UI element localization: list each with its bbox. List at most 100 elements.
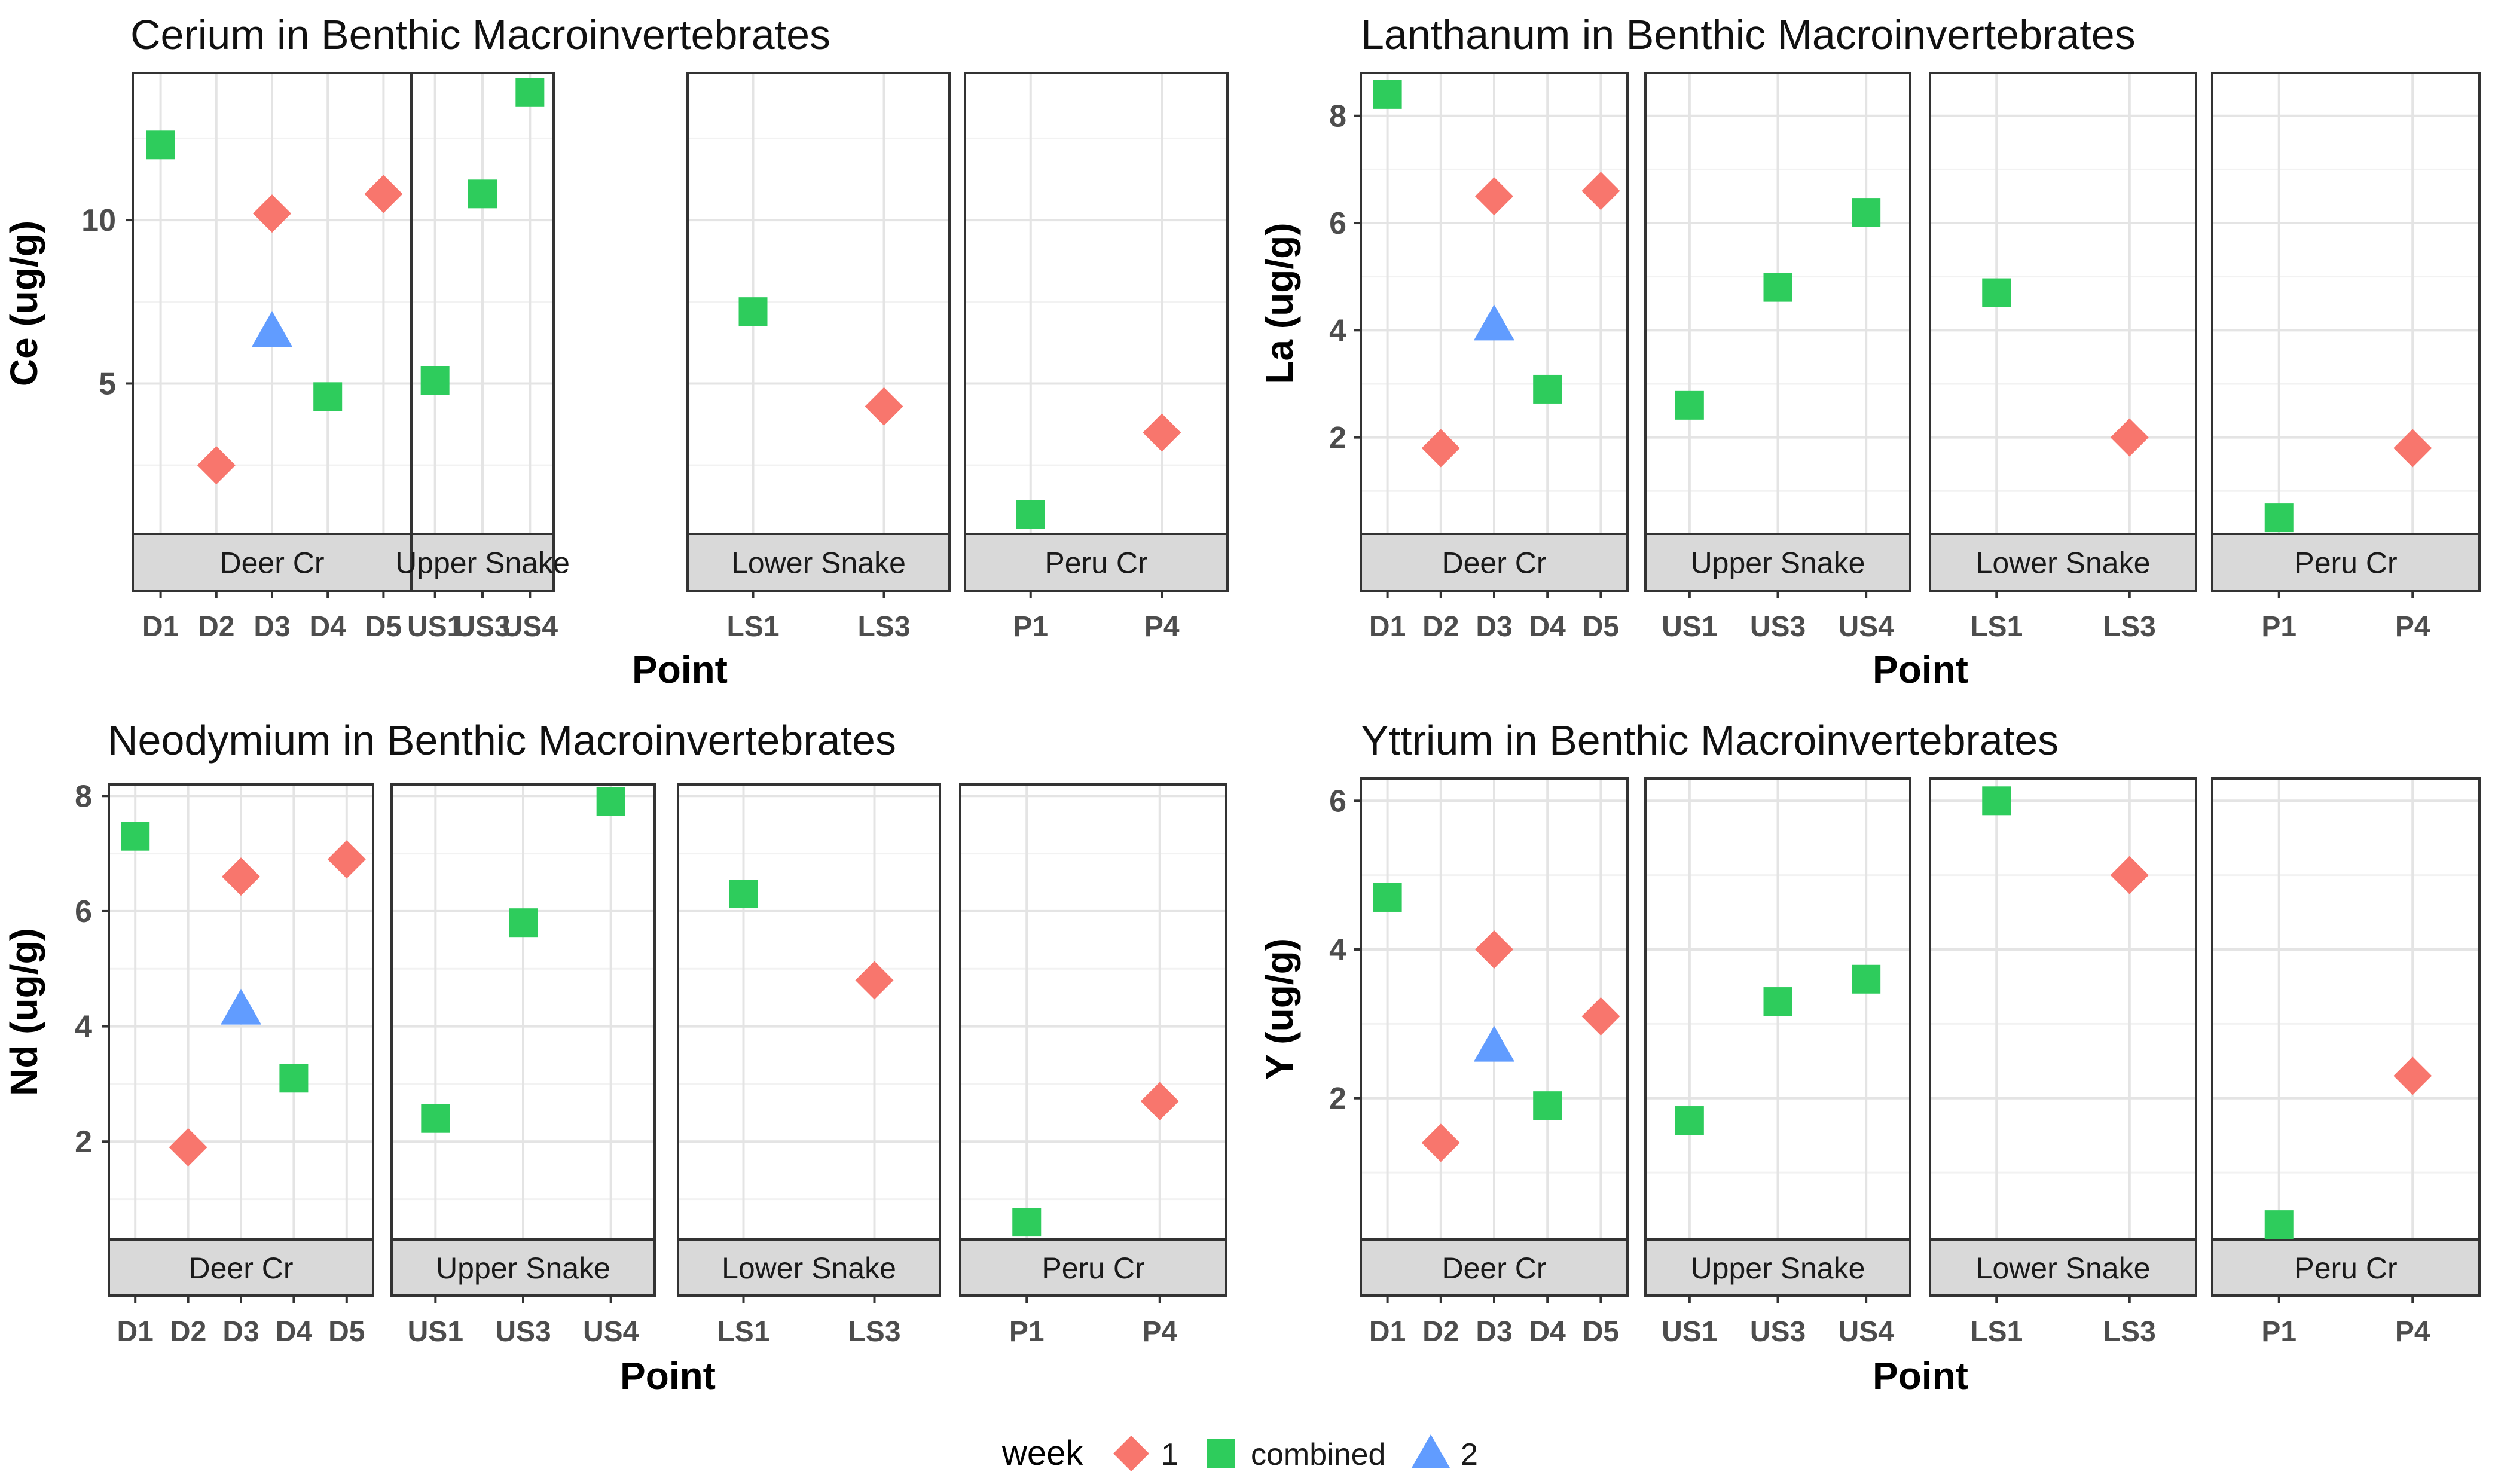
- data-point-square: [509, 908, 538, 938]
- facet-peru-cr: Peru Cr P1 P4: [2211, 777, 2481, 1348]
- x-tick-label: P4: [2395, 611, 2430, 643]
- facet-strip-label: Deer Cr: [219, 546, 324, 580]
- data-point-diamond: [2393, 1056, 2432, 1095]
- facet-lower-snake: Lower Snake LS1 LS3: [686, 72, 951, 643]
- x-tick-label: D5: [365, 611, 402, 643]
- x-tick-label: LS3: [848, 1316, 900, 1348]
- data-point-square: [420, 366, 450, 395]
- legend-key-triangle: [1412, 1434, 1450, 1468]
- facet-deer-cr: Deer Cr D1 D2 D3 D4 D5: [108, 783, 374, 1348]
- legend-label: 1: [1161, 1437, 1178, 1472]
- x-tick-label: D2: [170, 1316, 206, 1348]
- facet-strip: [2211, 1238, 2481, 1297]
- data-point-square: [1852, 198, 1881, 227]
- data-point-diamond: [197, 446, 236, 485]
- data-point-diamond: [222, 857, 260, 896]
- facet-background: [1930, 778, 2196, 1239]
- legend: week 1 combined 2: [1001, 1434, 1478, 1473]
- legend-key-diamond: [1113, 1436, 1149, 1471]
- data-point-triangle: [221, 988, 261, 1025]
- x-tick-label: D4: [1529, 1316, 1566, 1348]
- data-point-diamond: [1140, 1082, 1179, 1120]
- y-tick-label: 2: [1329, 1082, 1346, 1116]
- facet-strip: [677, 1238, 941, 1297]
- data-point-diamond: [364, 175, 403, 213]
- data-point-diamond: [865, 387, 903, 426]
- x-tick-label: US3: [454, 611, 510, 643]
- x-axis-title: Point: [1873, 1354, 1968, 1397]
- data-point-diamond: [169, 1128, 207, 1167]
- x-tick-label: D3: [222, 1316, 259, 1348]
- x-tick-label: US4: [1838, 1316, 1894, 1348]
- facet-peru-cr: Peru Cr P1 P4: [2211, 72, 2481, 643]
- x-tick-label: D5: [328, 1316, 365, 1348]
- chart-panel-1: Cerium in Benthic Macroinvertebrates Ce (…: [2, 11, 1229, 691]
- data-point-diamond: [2393, 429, 2432, 468]
- data-point-square: [1763, 987, 1792, 1016]
- facet-background: [688, 73, 949, 534]
- facet-strip: [1644, 1238, 1911, 1297]
- data-point-square: [1982, 278, 2011, 307]
- facet-lower-snake: Lower Snake LS1 LS3: [1929, 72, 2197, 643]
- y-tick-label: 5: [99, 367, 116, 401]
- data-point-square: [1012, 1208, 1042, 1237]
- data-point-diamond: [327, 840, 366, 879]
- x-tick-label: P4: [1142, 1316, 1177, 1348]
- facet-peru-cr: Peru Cr P1 P4: [964, 72, 1229, 643]
- data-point-diamond: [1581, 172, 1620, 210]
- chart-title: Yttrium in Benthic Macroinvertebrates: [1361, 717, 2059, 764]
- y-tick-label: 10: [81, 203, 116, 238]
- facet-background: [2212, 73, 2479, 534]
- x-tick-label: US1: [407, 611, 463, 643]
- data-point-diamond: [1421, 429, 1460, 468]
- facet-strip-label: Upper Snake: [436, 1251, 610, 1285]
- x-tick-label: D2: [198, 611, 234, 643]
- data-point-square: [596, 787, 625, 816]
- facet-strip: [1360, 533, 1629, 592]
- facet-lower-snake: Lower Snake LS1 LS3: [1929, 777, 2197, 1348]
- chart-panel-2: Lanthanum in Benthic Macroinvertebrates L…: [1258, 11, 2481, 691]
- chart-panel-4: Yttrium in Benthic Macroinvertebrates Y (…: [1258, 717, 2481, 1397]
- data-point-diamond: [1421, 1123, 1460, 1162]
- facet-deer-cr: Deer Cr D1 D2 D3 D4 D5: [132, 72, 413, 643]
- facet-background: [965, 73, 1227, 534]
- x-tick-label: D4: [1529, 611, 1566, 643]
- data-point-square: [1982, 786, 2011, 816]
- data-point-square: [421, 1104, 450, 1133]
- x-tick-label: US1: [408, 1316, 463, 1348]
- data-point-diamond: [1581, 997, 1620, 1036]
- x-tick-label: D1: [1369, 1316, 1406, 1348]
- data-point-square: [1533, 1091, 1562, 1120]
- x-tick-label: US1: [1662, 1316, 1717, 1348]
- data-point-square: [1852, 964, 1881, 994]
- x-tick-label: D3: [1476, 611, 1512, 643]
- facet-strip: [1360, 1238, 1629, 1297]
- data-point-diamond: [1475, 930, 1513, 969]
- data-point-square: [1675, 390, 1704, 420]
- data-point-triangle: [252, 310, 292, 347]
- facet-strip-label: Lower Snake: [1976, 1251, 2151, 1285]
- y-axis-title: La (ug/g): [1258, 222, 1301, 384]
- y-axis-title: Y (ug/g): [1258, 938, 1301, 1080]
- facet-strip-label: Upper Snake: [395, 546, 570, 580]
- y-axis-title: Nd (ug/g): [2, 928, 45, 1096]
- x-tick-label: D1: [142, 611, 179, 643]
- y-tick-label: 4: [75, 1010, 92, 1045]
- data-point-square: [2264, 1210, 2294, 1239]
- x-axis-title: Point: [632, 648, 728, 691]
- facet-background: [2212, 778, 2479, 1239]
- data-point-square: [1763, 273, 1792, 302]
- facet-strip: [132, 533, 413, 592]
- facet-strip-label: Upper Snake: [1691, 1251, 1865, 1285]
- facet-deer-cr: Deer Cr D1 D2 D3 D4 D5: [1360, 777, 1629, 1348]
- facet-strip: [108, 1238, 374, 1297]
- y-tick-label: 8: [1329, 99, 1346, 134]
- facet-strip: [1644, 533, 1911, 592]
- x-tick-label: US4: [583, 1316, 639, 1348]
- x-tick-label: D2: [1422, 1316, 1459, 1348]
- x-tick-label: LS1: [1970, 1316, 2023, 1348]
- facet-strip: [1929, 533, 2197, 592]
